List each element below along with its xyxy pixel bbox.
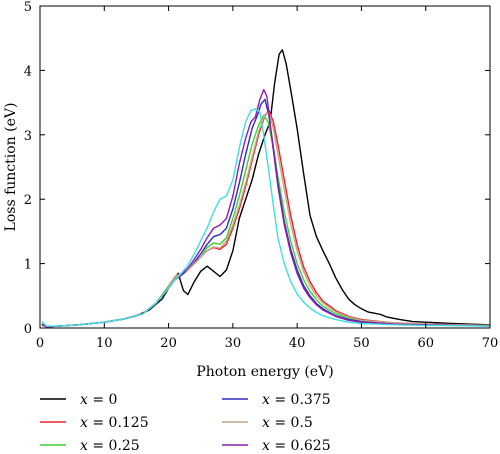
legend-entry-1: x = 0.125: [80, 415, 149, 431]
plot-lines: [41, 49, 491, 328]
x-tick-label: 10: [96, 336, 113, 351]
y-tick-label: 5: [24, 0, 32, 15]
x-tick-label: 0: [36, 336, 44, 351]
legend-value: = 0.375: [270, 392, 331, 408]
series-line-1: [41, 109, 491, 328]
x-axis-label: Photon energy (eV): [196, 364, 333, 380]
x-tick-label: 50: [353, 336, 370, 351]
series-line-0: [41, 49, 491, 328]
legend-variable: x: [80, 438, 88, 454]
legend-entry-5: x = 0.625: [262, 438, 331, 454]
x-tick-label: 30: [225, 336, 242, 351]
y-axis-label: Loss function (eV): [3, 103, 19, 232]
series-line-4: [41, 111, 491, 328]
legend-value: = 0.125: [88, 415, 149, 431]
legend-value: = 0.625: [270, 438, 331, 454]
legend-variable: x: [262, 415, 270, 431]
legend-variable: x: [262, 438, 270, 454]
y-tick-label: 2: [24, 193, 32, 208]
legend-value: = 0: [88, 392, 118, 408]
legend-entry-2: x = 0.25: [80, 438, 140, 454]
legend-entry-0: x = 0: [80, 392, 117, 408]
x-tick-label: 60: [417, 336, 434, 351]
axes: 0 10 20 30 40 50 60 70 0 1 2 3 4 5: [24, 0, 499, 351]
y-tick-label: 4: [24, 64, 32, 79]
series-line-5: [41, 89, 491, 328]
legend-variable: x: [262, 392, 270, 408]
plot-frame: [39, 5, 491, 329]
series-line-6: [41, 108, 491, 327]
x-tick-label: 40: [289, 336, 306, 351]
x-tick-label: 20: [160, 336, 177, 351]
legend-entry-4: x = 0.5: [262, 415, 313, 431]
legend-value: = 0.5: [270, 415, 313, 431]
legend-variable: x: [80, 415, 88, 431]
legend-variable: x: [80, 392, 88, 408]
legend-entry-3: x = 0.375: [262, 392, 331, 408]
y-tick-label: 3: [24, 129, 32, 144]
y-tick-label: 1: [24, 258, 32, 273]
y-tick-label: 0: [24, 322, 32, 337]
legend-value: = 0.25: [88, 438, 140, 454]
x-tick-label: 70: [482, 336, 499, 351]
